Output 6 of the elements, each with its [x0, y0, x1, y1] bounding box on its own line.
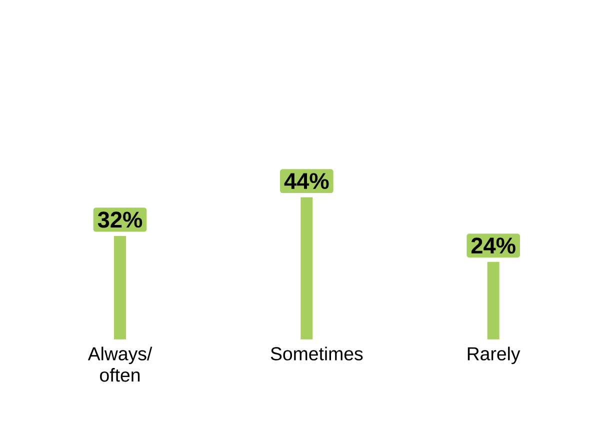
- x-tick-label: Always/ often: [88, 346, 152, 382]
- data-label: 24%: [471, 238, 516, 254]
- x-tick-label: Rarely: [468, 346, 520, 364]
- data-label: 44%: [284, 173, 329, 190]
- x-tick-label: Sometimes: [270, 346, 363, 360]
- data-label: 32%: [98, 212, 142, 228]
